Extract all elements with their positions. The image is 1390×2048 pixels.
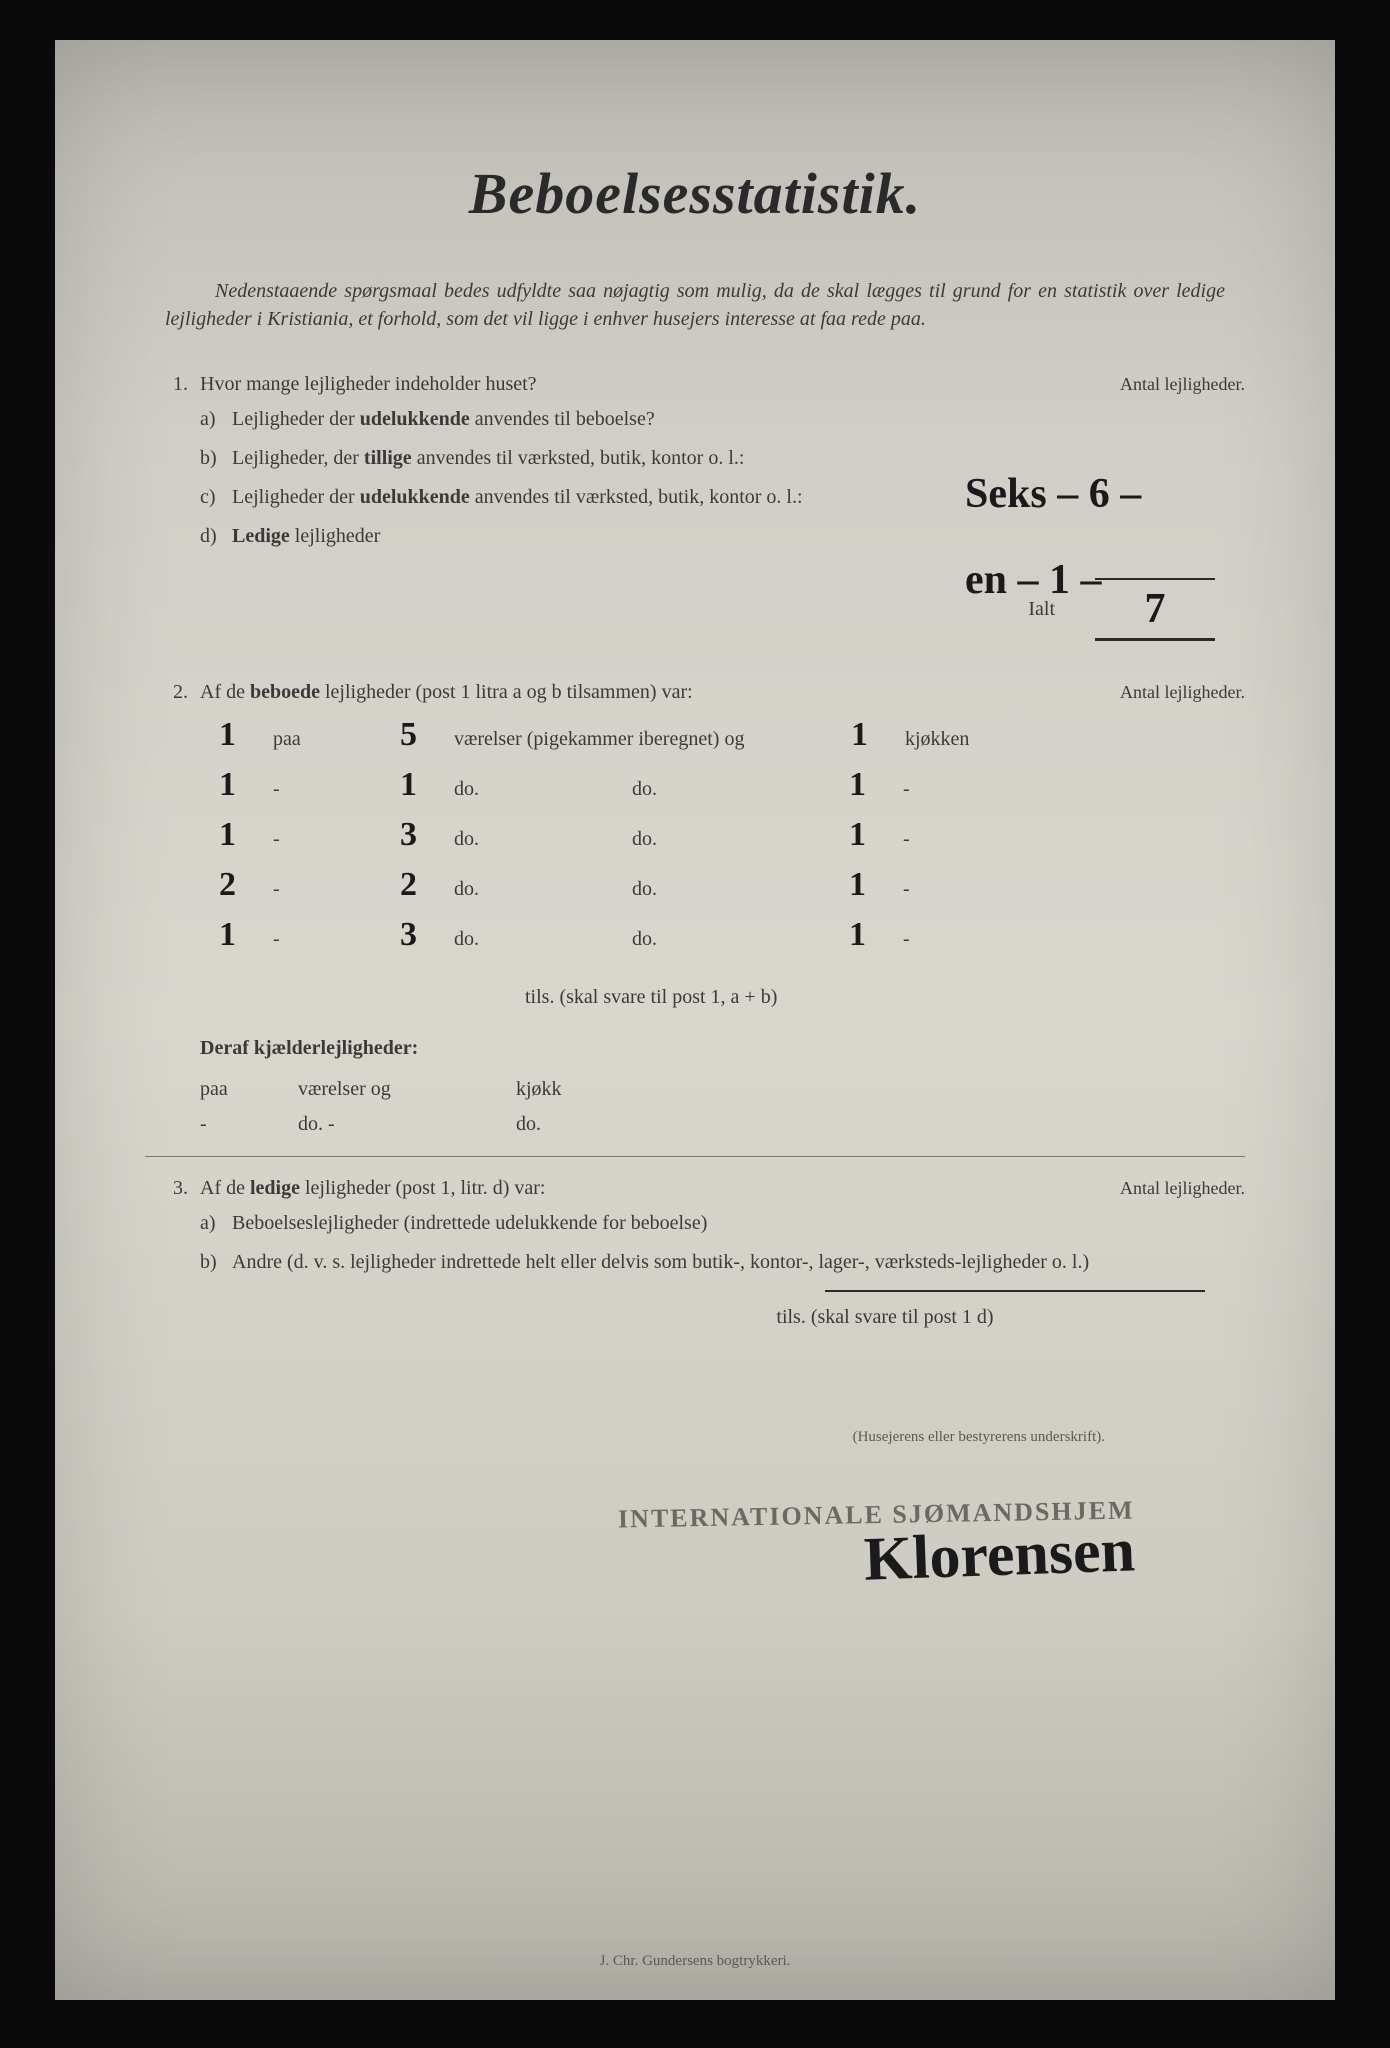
sum-line xyxy=(825,1290,1205,1292)
intro-paragraph: Nedenstaaende spørgsmaal bedes udfyldte … xyxy=(145,277,1245,333)
q3-tils: tils. (skal svare til post 1 d) xyxy=(145,1306,1245,1329)
kjaelder-row: - do. - do. xyxy=(145,1113,1245,1136)
q3a: a) Beboelseslejligheder (indrettede udel… xyxy=(145,1212,1245,1235)
page-title: Beboelsesstatistik. xyxy=(145,160,1245,227)
q1-text: Hvor mange lejligheder indeholder huset? xyxy=(200,373,995,396)
question-2: 2. Af de beboede lejligheder (post 1 lit… xyxy=(145,681,1245,704)
printer-line: J. Chr. Gundersens bogtrykkeri. xyxy=(55,1953,1335,1970)
divider xyxy=(145,1156,1245,1157)
deraf-label: Deraf kjælderlejligheder: xyxy=(145,1037,1245,1060)
q3b: b) Andre (d. v. s. lejligheder indretted… xyxy=(145,1251,1245,1274)
room-table: 1 paa 5 værelser (pigekammer iberegnet) … xyxy=(200,716,1245,956)
room-row: 1 - 3 do. do. 1 - xyxy=(200,816,1245,856)
q1-right-label: Antal lejligheder. xyxy=(995,374,1245,395)
q1c-answer: en – 1 – xyxy=(965,556,1245,604)
q2-tils: tils. (skal svare til post 1, a + b) xyxy=(145,986,1245,1009)
signature: Klorensen xyxy=(863,1515,1136,1595)
q1-answers: Seks – 6 – en – 1 – xyxy=(965,470,1245,604)
q1-number: 1. xyxy=(145,373,200,396)
signature-caption: (Husejerens eller bestyrerens underskrif… xyxy=(145,1429,1245,1446)
q1a: a) Lejligheder der udelukkende anvendes … xyxy=(145,408,1245,431)
question-1: 1. Hvor mange lejligheder indeholder hus… xyxy=(145,373,1245,396)
q1a-answer: Seks – 6 – xyxy=(965,470,1245,518)
kjaelder-row: paa værelser og kjøkk xyxy=(145,1078,1245,1101)
room-row: 2 - 2 do. do. 1 - xyxy=(200,866,1245,906)
question-3: 3. Af de ledige lejligheder (post 1, lit… xyxy=(145,1177,1245,1200)
q1b: b) Lejligheder, der tillige anvendes til… xyxy=(145,447,1245,470)
room-row: 1 paa 5 værelser (pigekammer iberegnet) … xyxy=(200,716,1245,756)
room-row: 1 - 3 do. do. 1 - xyxy=(200,916,1245,956)
document-page: Beboelsesstatistik. Nedenstaaende spørgs… xyxy=(55,40,1335,2000)
room-row: 1 - 1 do. do. 1 - xyxy=(200,766,1245,806)
